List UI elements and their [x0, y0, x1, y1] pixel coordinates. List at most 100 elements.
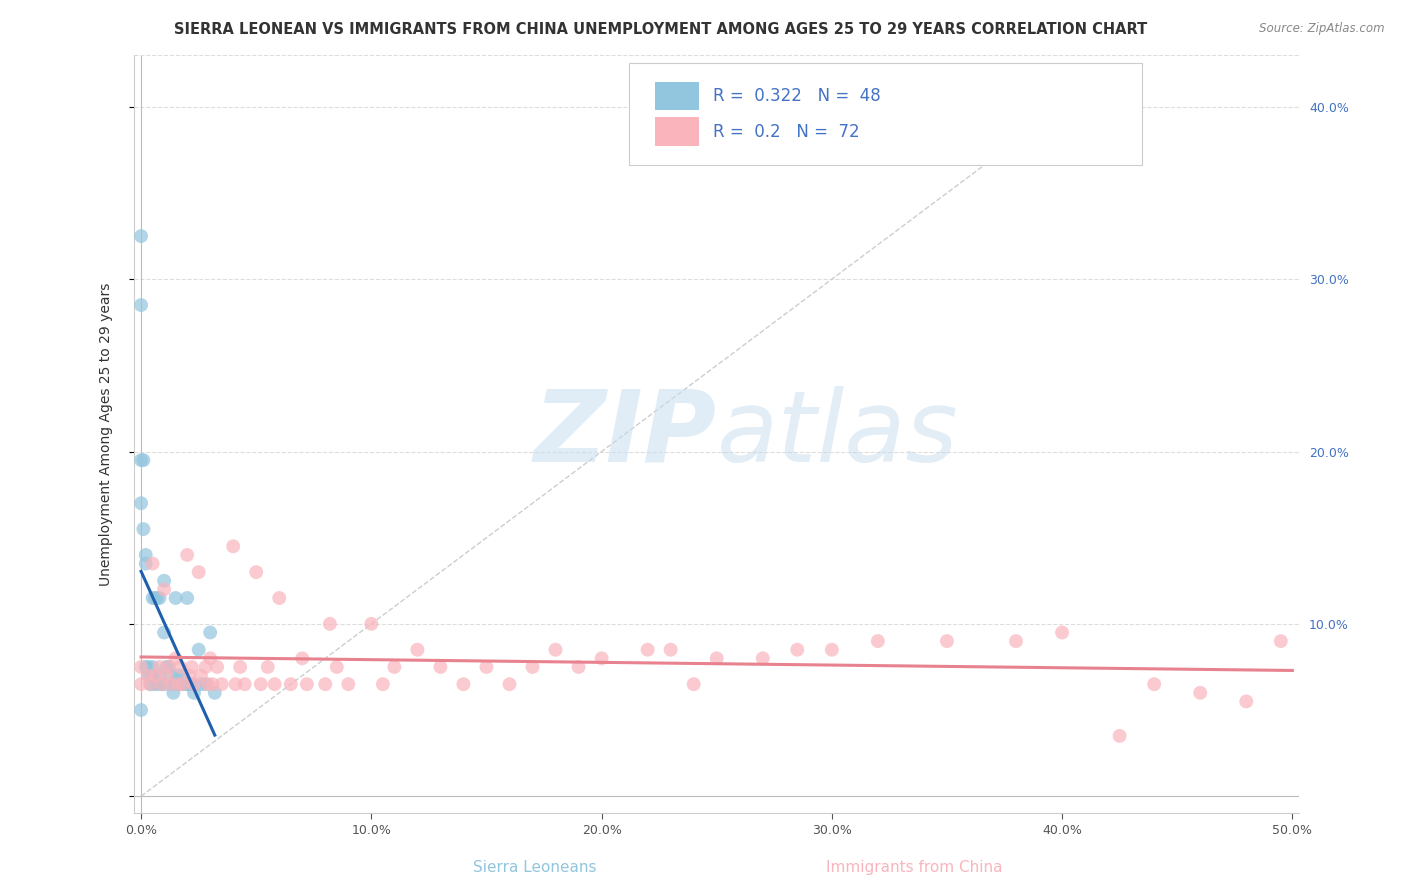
- Point: [1143, 677, 1166, 691]
- Text: ZIP: ZIP: [534, 386, 717, 483]
- Point: [250, 677, 273, 691]
- Point: [132, 453, 155, 467]
- Point: [201, 677, 224, 691]
- Point: [1234, 694, 1257, 708]
- Point: [1050, 625, 1073, 640]
- Point: [263, 677, 285, 691]
- Point: [148, 660, 170, 674]
- Point: [157, 660, 180, 674]
- Text: Immigrants from China: Immigrants from China: [825, 861, 1002, 875]
- Point: [453, 677, 475, 691]
- Point: [936, 634, 959, 648]
- Point: [326, 660, 349, 674]
- Point: [706, 651, 728, 665]
- Point: [153, 574, 176, 588]
- Point: [135, 660, 157, 674]
- Point: [179, 668, 201, 682]
- Point: [183, 686, 205, 700]
- Point: [180, 677, 202, 691]
- Point: [167, 668, 190, 682]
- Point: [197, 677, 219, 691]
- Point: [222, 539, 245, 553]
- Point: [169, 677, 191, 691]
- Point: [269, 591, 291, 605]
- Point: [148, 668, 170, 682]
- Point: [153, 677, 176, 691]
- Point: [148, 591, 170, 605]
- Point: [180, 660, 202, 674]
- Point: [129, 703, 152, 717]
- Point: [167, 677, 190, 691]
- Point: [165, 651, 187, 665]
- Point: [821, 642, 844, 657]
- Y-axis label: Unemployment Among Ages 25 to 29 years: Unemployment Among Ages 25 to 29 years: [100, 283, 114, 586]
- Point: [204, 686, 226, 700]
- Point: [190, 677, 212, 691]
- Point: [176, 677, 198, 691]
- Point: [1270, 634, 1292, 648]
- Point: [165, 591, 187, 605]
- Point: [659, 642, 682, 657]
- Point: [142, 677, 165, 691]
- Point: [245, 565, 267, 579]
- Point: [176, 548, 198, 562]
- Point: [224, 677, 246, 691]
- Point: [475, 660, 498, 674]
- Point: [173, 677, 195, 691]
- Point: [429, 660, 451, 674]
- Point: [187, 642, 209, 657]
- Point: [256, 660, 278, 674]
- Text: Sierra Leoneans: Sierra Leoneans: [472, 861, 596, 875]
- Point: [567, 660, 589, 674]
- Point: [169, 660, 191, 674]
- Point: [194, 677, 217, 691]
- Point: [160, 677, 183, 691]
- Point: [153, 625, 176, 640]
- Point: [135, 548, 157, 562]
- Point: [157, 660, 180, 674]
- Point: [162, 686, 184, 700]
- Point: [129, 298, 152, 312]
- Point: [291, 651, 314, 665]
- Point: [498, 677, 520, 691]
- Point: [146, 591, 169, 605]
- Point: [194, 660, 217, 674]
- Point: [752, 651, 775, 665]
- Point: [142, 557, 165, 571]
- Point: [139, 677, 162, 691]
- Point: [280, 677, 302, 691]
- Point: [314, 677, 336, 691]
- Point: [129, 496, 152, 510]
- Text: R =  0.322   N =  48: R = 0.322 N = 48: [713, 87, 882, 105]
- Point: [179, 677, 201, 691]
- Point: [211, 677, 233, 691]
- Point: [371, 677, 394, 691]
- FancyBboxPatch shape: [630, 62, 1142, 165]
- Point: [150, 677, 173, 691]
- Point: [139, 668, 162, 682]
- Point: [205, 660, 228, 674]
- Point: [866, 634, 889, 648]
- Point: [129, 453, 152, 467]
- Point: [160, 677, 183, 691]
- Point: [142, 591, 165, 605]
- Point: [129, 229, 152, 244]
- Text: Source: ZipAtlas.com: Source: ZipAtlas.com: [1260, 22, 1385, 36]
- Point: [172, 668, 194, 682]
- Point: [143, 668, 166, 682]
- Point: [591, 651, 613, 665]
- Point: [155, 660, 177, 674]
- Point: [382, 660, 405, 674]
- Point: [183, 677, 205, 691]
- Point: [544, 642, 567, 657]
- Point: [1005, 634, 1028, 648]
- Point: [198, 625, 221, 640]
- Point: [229, 660, 252, 674]
- Point: [143, 668, 166, 682]
- Point: [176, 591, 198, 605]
- Point: [198, 651, 221, 665]
- Point: [360, 616, 382, 631]
- Point: [142, 660, 165, 674]
- Text: atlas: atlas: [717, 386, 959, 483]
- Point: [135, 557, 157, 571]
